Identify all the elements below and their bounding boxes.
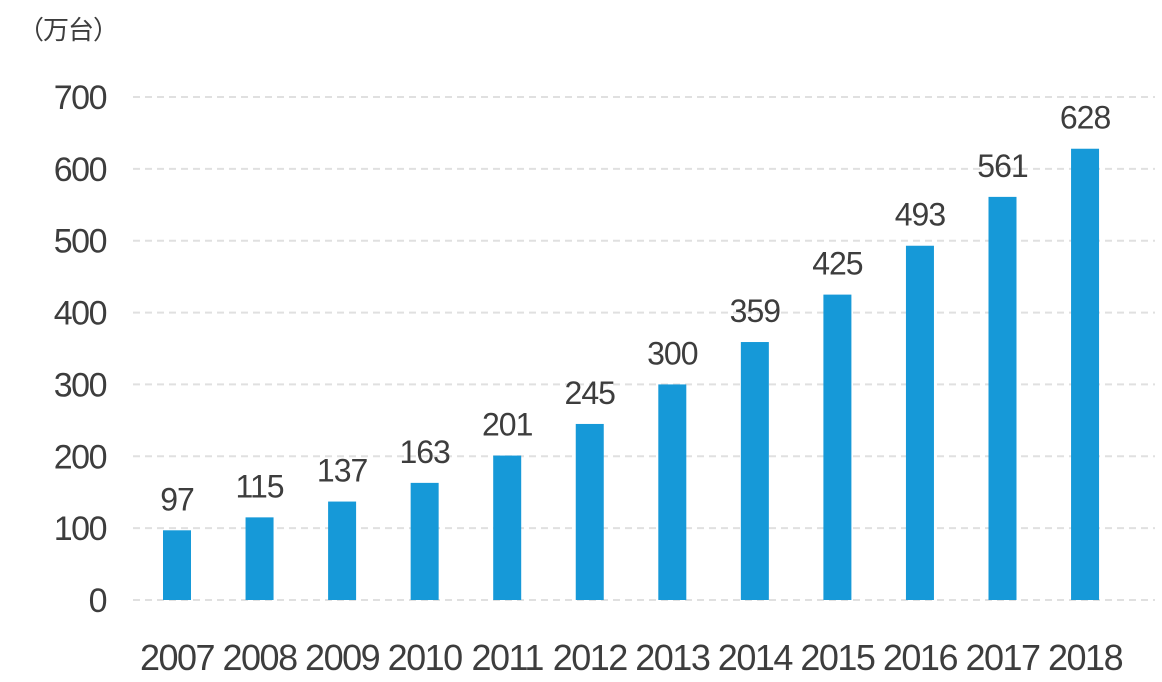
bar-value-label-2016: 493 [895, 197, 946, 233]
bar-2017 [988, 196, 1017, 601]
bar-value-label-2007: 97 [160, 481, 194, 517]
x-axis-label-2013: 2013 [635, 637, 710, 678]
y-axis-unit-label: （万台） [18, 15, 119, 45]
bar-value-label-2009: 137 [317, 453, 368, 489]
bar-2016 [905, 245, 934, 600]
bar-2009 [328, 501, 357, 600]
y-tick-label-500: 500 [54, 223, 107, 261]
x-axis-label-2014: 2014 [718, 637, 793, 678]
bar-value-label-2012: 245 [565, 375, 616, 411]
x-axis-label-2009: 2009 [305, 637, 380, 678]
bar-2010 [410, 482, 439, 600]
bar-value-label-2015: 425 [812, 246, 863, 282]
bar-value-label-2013: 300 [647, 335, 698, 371]
x-axis-label-2007: 2007 [140, 637, 215, 678]
y-tick-label-200: 200 [54, 438, 107, 476]
bar-value-label-2017: 561 [977, 148, 1028, 184]
y-tick-label-400: 400 [54, 295, 107, 333]
bar-2011 [493, 455, 522, 600]
bar-value-label-2018: 628 [1060, 100, 1111, 136]
bar-2018 [1071, 148, 1100, 601]
bar-value-label-2008: 115 [236, 468, 284, 504]
bar-2008 [245, 517, 274, 600]
y-tick-label-100: 100 [54, 510, 107, 548]
bar-2012 [575, 423, 604, 600]
x-axis-label-2017: 2017 [965, 637, 1040, 678]
bar-value-label-2014: 359 [730, 293, 781, 329]
x-axis-label-2018: 2018 [1048, 637, 1123, 678]
x-axis-label-2008: 2008 [223, 637, 298, 678]
y-tick-label-300: 300 [54, 366, 107, 404]
bar-2015 [823, 294, 852, 600]
x-axis-label-2010: 2010 [388, 637, 463, 678]
y-tick-label-600: 600 [54, 151, 107, 189]
y-tick-label-700: 700 [54, 79, 107, 117]
bar-2007 [163, 530, 191, 600]
x-axis-label-2015: 2015 [800, 637, 875, 678]
x-axis-label-2016: 2016 [883, 637, 958, 678]
x-axis-label-2012: 2012 [553, 637, 628, 678]
bar-value-label-2011: 201 [482, 407, 533, 443]
bar-2014 [740, 342, 769, 600]
y-tick-label-0: 0 [89, 582, 107, 620]
x-axis-label-2011: 2011 [471, 637, 543, 678]
bar-2013 [658, 384, 687, 600]
bar-value-label-2010: 163 [399, 434, 450, 470]
